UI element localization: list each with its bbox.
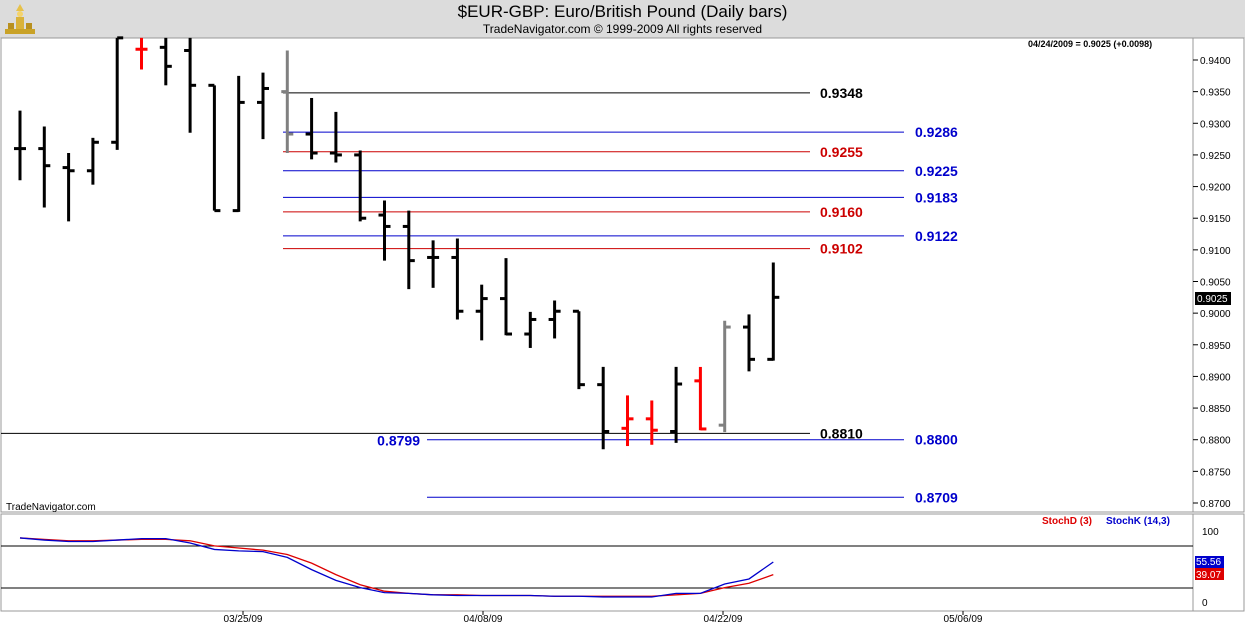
ohlc-bar — [694, 366, 707, 431]
ohlc-bar — [62, 153, 75, 222]
level-label-7: 0.9102 — [820, 241, 863, 257]
level-label-10: 0.8799 — [377, 432, 420, 448]
last-price-box — [1195, 292, 1231, 305]
last-price-label: 0.9025 — [1197, 294, 1228, 305]
ohlc-bar — [402, 210, 415, 290]
ohlc-bar — [257, 72, 269, 140]
y-tick-label: 0.9350 — [1200, 88, 1231, 99]
stoch-d-last-label: 39.07 — [1196, 570, 1221, 581]
stoch-d-line — [19, 537, 774, 597]
ohlc-bar — [621, 395, 634, 447]
stoch-k-last-box — [1195, 556, 1224, 568]
ohlc-bar — [281, 50, 294, 154]
chart-title: $EUR-GBP: Euro/British Pound (Daily bars… — [457, 2, 788, 21]
x-tick-label: 04/08/09 — [464, 614, 503, 625]
ohlc-bar — [38, 126, 51, 208]
y-tick-label: 0.9000 — [1200, 309, 1231, 320]
y-tick-label: 0.8950 — [1200, 341, 1231, 352]
level-label-1: 0.9286 — [915, 124, 958, 140]
ohlc-bar — [305, 97, 318, 160]
y-tick-label: 0.8900 — [1200, 372, 1231, 383]
price-axis — [1192, 37, 1245, 513]
quote-readout: 04/24/2009 = 0.9025 (+0.0098) — [1028, 39, 1152, 49]
y-tick-label: 0.9200 — [1200, 183, 1231, 194]
ohlc-bar — [354, 150, 367, 222]
x-tick-label: 04/22/09 — [704, 614, 743, 625]
ohlc-bar — [718, 320, 731, 433]
level-label-0: 0.9348 — [820, 85, 863, 101]
ohlc-bar — [548, 300, 561, 339]
y-tick-label: 0.8750 — [1200, 467, 1231, 478]
ohlc-bar — [329, 111, 342, 163]
level-label-2: 0.9255 — [820, 144, 863, 160]
ohlc-bar — [184, 37, 197, 133]
level-label-9: 0.8800 — [915, 432, 958, 448]
chart-subtitle: TradeNavigator.com © 1999-2009 All right… — [482, 22, 763, 36]
ohlc-bar — [475, 284, 488, 341]
watermark: TradeNavigator.com — [6, 502, 96, 513]
y-tick-label: 0.9250 — [1200, 151, 1231, 162]
ohlc-bar — [500, 258, 512, 336]
price-panel — [0, 37, 1194, 513]
level-label-5: 0.9160 — [820, 204, 863, 220]
stoch-y-tick-label: 0 — [1202, 598, 1208, 609]
level-label-8: 0.8810 — [820, 425, 863, 441]
stoch-y-tick-label: 100 — [1202, 527, 1219, 538]
x-tick-label: 05/06/09 — [944, 614, 983, 625]
ohlc-bar — [572, 309, 585, 390]
ohlc-bar — [427, 240, 440, 288]
y-tick-label: 0.8800 — [1200, 436, 1231, 447]
ohlc-bar — [645, 400, 658, 445]
ohlc-bar — [86, 137, 99, 185]
ohlc-bar — [670, 366, 683, 443]
ohlc-bar — [378, 200, 391, 261]
level-label-11: 0.8709 — [915, 489, 958, 505]
ohlc-bar — [14, 110, 26, 181]
ohlc-bar — [208, 83, 221, 213]
y-tick-label: 0.9400 — [1200, 56, 1231, 67]
ohlc-bar — [767, 262, 780, 361]
stoch-k-legend: StochK (14,3) — [1106, 516, 1170, 527]
stoch-d-legend: StochD (3) — [1042, 516, 1092, 527]
y-tick-label: 0.8850 — [1200, 404, 1231, 415]
ohlc-bar — [135, 37, 148, 70]
y-tick-label: 0.9050 — [1200, 278, 1231, 289]
stoch-k-last-label: 55.56 — [1196, 557, 1221, 568]
x-tick-label: 03/25/09 — [224, 614, 263, 625]
ohlc-bar — [524, 311, 537, 348]
level-label-6: 0.9122 — [915, 228, 958, 244]
level-label-4: 0.9183 — [915, 189, 958, 205]
stochastic-panel — [0, 513, 1194, 612]
trade-navigator-logo-icon — [5, 4, 35, 34]
ohlc-bar — [451, 238, 464, 320]
y-tick-label: 0.8700 — [1200, 499, 1231, 510]
y-tick-label: 0.9100 — [1200, 246, 1231, 257]
stoch-k-line — [19, 537, 774, 598]
ohlc-bar — [597, 366, 610, 450]
level-label-3: 0.9225 — [915, 163, 958, 179]
stoch-d-last-box — [1195, 568, 1224, 580]
chart-header — [0, 0, 1245, 38]
ohlc-bar — [743, 314, 755, 372]
y-tick-label: 0.9150 — [1200, 214, 1231, 225]
ohlc-bar — [159, 37, 172, 86]
y-tick-label: 0.9300 — [1200, 119, 1231, 130]
ohlc-bar — [232, 75, 245, 213]
ohlc-bar — [111, 36, 124, 150]
